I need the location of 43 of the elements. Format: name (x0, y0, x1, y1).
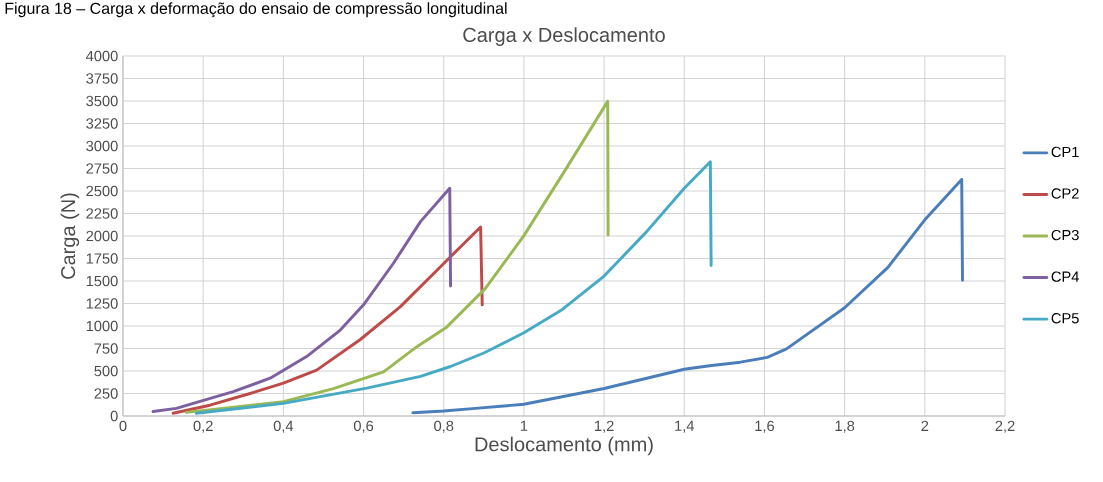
y-tick-label: 3000 (86, 140, 118, 152)
y-tick-label: 2500 (86, 185, 118, 197)
y-axis-title: Carga (N) (60, 193, 80, 279)
legend-label: CP1 (1051, 146, 1079, 158)
y-tick-label: 2250 (86, 208, 118, 219)
y-tick-label: 3250 (86, 118, 118, 129)
y-tick-label: 500 (94, 365, 118, 377)
y-tick-label: 0 (110, 410, 118, 422)
y-tick-label: 2000 (86, 230, 118, 242)
y-tick-label: 3750 (86, 73, 118, 84)
x-tick-label: 1,8 (835, 420, 855, 433)
line-series (151, 186, 453, 413)
x-tick-label: 0,6 (353, 420, 374, 433)
y-tick-label: 4000 (86, 50, 118, 62)
x-tick-label: 1 (520, 420, 528, 431)
y-tick-label: 1750 (86, 253, 118, 264)
y-tick-label: 250 (94, 388, 118, 399)
x-axis-title: Deslocamento (mm) (475, 436, 653, 456)
x-tick-label: 0,2 (193, 420, 213, 433)
legend-label: CP5 (1051, 313, 1079, 324)
line-series (184, 99, 610, 414)
x-tick-label: 1,2 (595, 420, 614, 433)
y-tick-label: 1000 (86, 320, 118, 332)
legend-label: CP3 (1051, 229, 1079, 241)
y-tick-label: 3500 (86, 95, 118, 107)
x-tick-label: 1,6 (755, 420, 774, 433)
line-series (194, 160, 713, 415)
x-tick-label: 0,4 (273, 420, 294, 433)
line-series (411, 177, 964, 415)
x-tick-label: 0 (119, 420, 127, 432)
x-tick-label: 2 (921, 420, 929, 431)
x-tick-label: 1,4 (675, 420, 695, 433)
x-tick-label: 2,2 (995, 420, 1015, 433)
x-tick-label: 0,8 (434, 420, 454, 433)
text: Figura 18 – Carga x deformação do ensaio de compressão longitudinal (5, 2, 507, 18)
chart-title: Carga x Deslocamento (463, 27, 665, 46)
line-series (171, 225, 484, 415)
y-tick-label: 2750 (86, 163, 118, 174)
y-tick-label: 750 (94, 343, 118, 354)
y-tick-label: 1500 (86, 275, 118, 287)
legend-label: CP2 (1051, 188, 1079, 199)
legend-label: CP4 (1051, 271, 1079, 282)
y-tick-label: 1250 (86, 298, 118, 309)
